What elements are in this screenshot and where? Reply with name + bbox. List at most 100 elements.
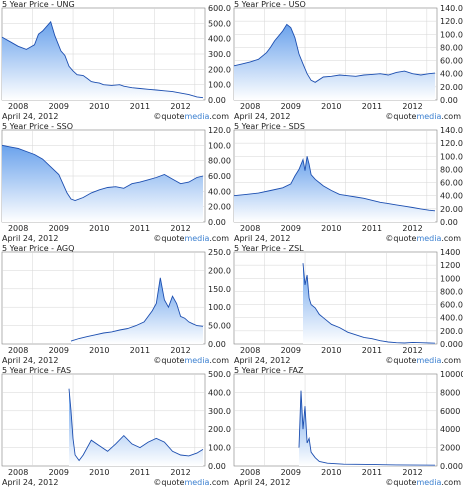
x-tick-label: 2008: [8, 224, 28, 233]
credit-brand: media: [416, 478, 442, 487]
credit-q: quote: [161, 356, 185, 365]
x-tick-label: 2010: [89, 346, 109, 355]
plot-frame: [233, 373, 438, 467]
series-area: [299, 390, 435, 466]
quotemedia-credit[interactable]: ©quotemedia.com: [385, 112, 461, 121]
credit-q: quote: [393, 356, 417, 365]
y-tick-label: 8000: [440, 388, 460, 397]
x-tick-label: 2010: [89, 102, 109, 111]
series-area: [2, 21, 203, 100]
quotemedia-credit[interactable]: ©quotemedia.com: [385, 356, 461, 365]
chart-panel: 5 Year Price - AGQ 0.00 50.00 100.0 150.0 200…: [0, 244, 231, 366]
x-tick-label: 2008: [240, 346, 260, 355]
y-tick-label: 100.0: [208, 444, 231, 453]
y-tick-label: 6000: [440, 407, 460, 416]
y-tick-label: 1400: [440, 248, 460, 257]
y-tick-label: 0.00: [440, 218, 458, 227]
chart-date: April 24, 2012: [234, 234, 291, 243]
y-tick-label: 400.0: [208, 388, 231, 397]
y-tick-label: 10000: [440, 370, 463, 379]
x-tick-label: 2011: [362, 102, 382, 111]
credit-s: .com: [209, 112, 229, 121]
x-tick-label: 2012: [402, 102, 422, 111]
quotemedia-credit[interactable]: ©quotemedia.com: [385, 234, 461, 243]
x-tick-label: 2008: [240, 102, 260, 111]
x-tick-label: 2012: [402, 468, 422, 477]
x-tick-label: 2011: [130, 102, 150, 111]
x-tick-label: 2012: [402, 224, 422, 233]
y-tick-label: 0.00: [208, 462, 226, 471]
chart-date: April 24, 2012: [2, 112, 59, 121]
series-area: [303, 263, 435, 344]
credit-s: .com: [209, 234, 229, 243]
series-line: [70, 277, 204, 342]
x-tick-label: 2012: [402, 346, 422, 355]
chart-title: 5 Year Price - ZSL: [234, 244, 304, 253]
chart-title: 5 Year Price - SSO: [2, 122, 74, 131]
chart-date: April 24, 2012: [234, 478, 291, 487]
y-tick-label: 200.0: [440, 327, 463, 336]
credit-copy: ©: [153, 478, 162, 487]
chart-title: 5 Year Price - FAS: [2, 366, 72, 375]
x-tick-label: 2011: [362, 224, 382, 233]
credit-copy: ©: [153, 356, 162, 365]
chart-svg: 0.00 20.00 40.00 60.00 80.00 100.0 120.0 2008 20…: [1, 126, 231, 233]
quotemedia-credit[interactable]: ©quotemedia.com: [385, 478, 461, 487]
credit-s: .com: [209, 356, 229, 365]
credit-copy: ©: [385, 478, 394, 487]
y-tick-label: 500.0: [208, 19, 231, 28]
x-tick-label: 2011: [362, 346, 382, 355]
chart-date: April 24, 2012: [2, 234, 59, 243]
x-tick-label: 2009: [49, 102, 69, 111]
credit-s: .com: [441, 234, 461, 243]
series-line: [1, 20, 204, 99]
y-tick-label: 0.00: [208, 218, 226, 227]
chart-title: 5 Year Price - AGQ: [2, 244, 75, 253]
credit-copy: ©: [385, 234, 394, 243]
chart-panel: 5 Year Price - UNG 0.00 100.0 200.0 300.0 400…: [0, 0, 231, 122]
y-tick-label: 150.0: [208, 285, 231, 294]
credit-q: quote: [161, 478, 185, 487]
credit-q: quote: [161, 112, 185, 121]
quotemedia-credit[interactable]: ©quotemedia.com: [153, 356, 229, 365]
chart-panel: 5 Year Price - SDS 0.00 20.00 40.00 60.00 80.…: [232, 122, 463, 244]
series-area: [234, 24, 435, 100]
y-tick-label: 120.0: [208, 126, 231, 135]
y-tick-label: 250.0: [208, 248, 231, 257]
x-tick-label: 2008: [240, 468, 260, 477]
y-tick-label: 200.0: [208, 266, 231, 275]
x-tick-label: 2009: [281, 468, 301, 477]
quotemedia-credit[interactable]: ©quotemedia.com: [153, 112, 229, 121]
y-tick-label: 4000: [440, 425, 460, 434]
series-line: [68, 388, 204, 462]
chart-date: April 24, 2012: [234, 112, 291, 121]
series-area: [71, 277, 203, 344]
y-tick-label: 600.0: [440, 301, 463, 310]
y-tick-label: 600.0: [208, 4, 231, 13]
quotemedia-credit[interactable]: ©quotemedia.com: [153, 478, 229, 487]
chart-svg: 0.00 100.0 200.0 300.0 400.0 500.0 600.0 2008 20…: [1, 4, 231, 111]
x-tick-label: 2010: [89, 468, 109, 477]
x-tick-label: 2012: [170, 224, 190, 233]
chart-svg: 0.00 100.0 200.0 300.0 400.0 500.0 2008 2009 201…: [1, 370, 231, 477]
chart-svg: 0.00 50.00 100.0 150.0 200.0 250.0 2008 2009 201…: [1, 248, 231, 355]
y-tick-label: 0.00: [208, 340, 226, 349]
credit-brand: media: [184, 234, 210, 243]
y-tick-label: 300.0: [208, 50, 231, 59]
x-tick-label: 2008: [8, 468, 28, 477]
credit-brand: media: [416, 356, 442, 365]
x-tick-label: 2009: [281, 224, 301, 233]
x-tick-label: 2009: [281, 102, 301, 111]
y-tick-label: 120.0: [440, 17, 463, 26]
series-area: [69, 388, 203, 466]
y-tick-label: 40.00: [440, 70, 463, 79]
credit-brand: media: [416, 112, 442, 121]
quotemedia-credit[interactable]: ©quotemedia.com: [153, 234, 229, 243]
credit-q: quote: [393, 112, 417, 121]
chart-title: 5 Year Price - USO: [234, 0, 306, 9]
y-tick-label: 200.0: [208, 65, 231, 74]
credit-q: quote: [161, 234, 185, 243]
y-tick-label: 400.0: [440, 314, 463, 323]
y-tick-label: 100.0: [208, 303, 231, 312]
